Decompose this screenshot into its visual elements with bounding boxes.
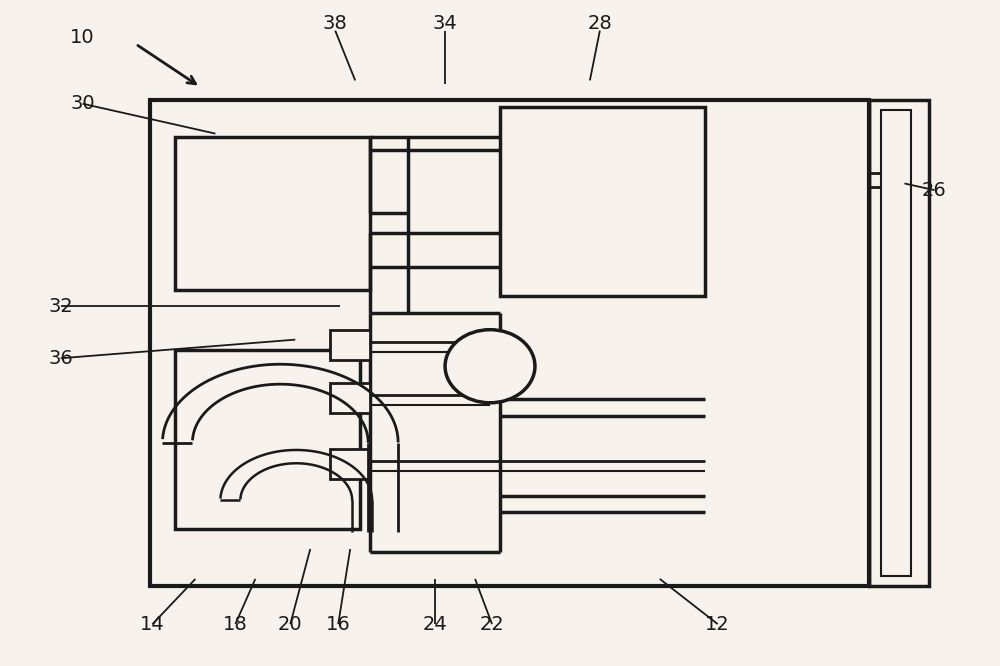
Bar [330,383,370,413]
Bar [330,330,370,360]
Text: 10: 10 [70,28,95,47]
Text: 16: 16 [326,615,351,633]
Ellipse shape [445,330,535,403]
Text: 22: 22 [480,615,504,633]
Text: 34: 34 [433,15,457,33]
Text: 28: 28 [587,15,612,33]
Text: 32: 32 [48,297,73,316]
Bar [330,450,370,480]
Bar [869,101,929,585]
Text: 30: 30 [70,94,95,113]
Text: 36: 36 [48,349,73,368]
Bar [175,350,360,529]
Bar [500,107,705,296]
Text: 24: 24 [423,615,447,633]
Text: 26: 26 [922,180,947,200]
Text: 38: 38 [323,15,348,33]
Text: 18: 18 [223,615,248,633]
Text: 14: 14 [140,615,165,633]
Text: 12: 12 [705,615,730,633]
Bar [150,101,869,585]
Bar [881,111,911,575]
Text: 20: 20 [278,615,303,633]
Bar [175,137,370,290]
